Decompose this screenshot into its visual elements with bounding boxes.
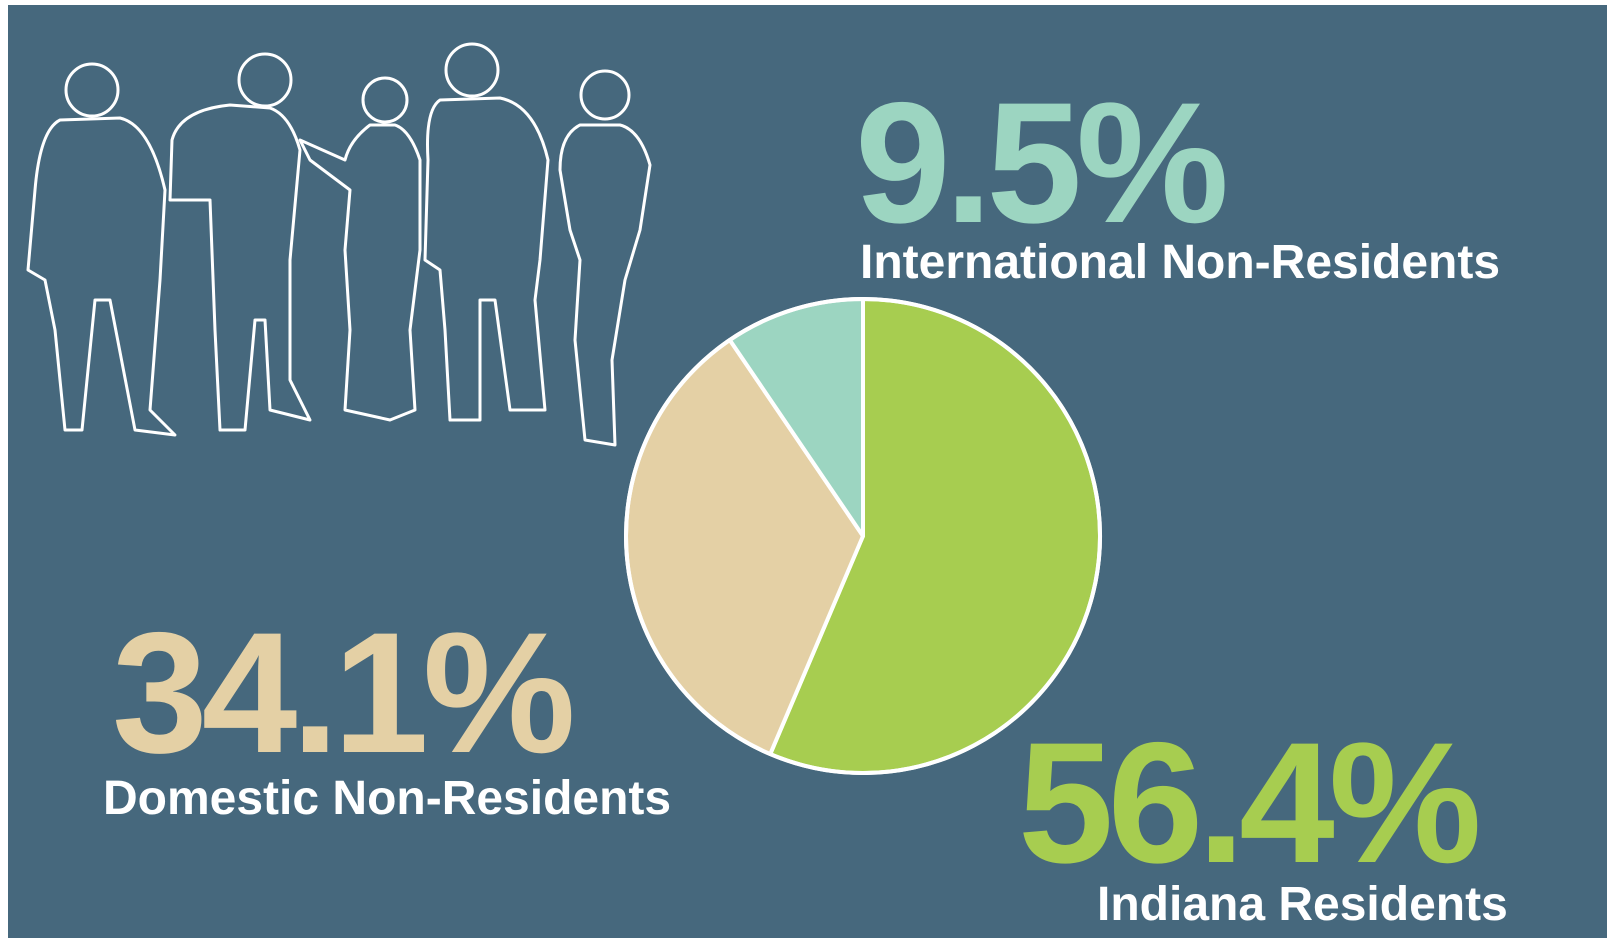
pie (626, 299, 1100, 773)
category-label: Domestic Non-Residents (103, 772, 671, 825)
category-label: International Non-Residents (860, 236, 1500, 289)
value-label: 9.5% (855, 67, 1225, 259)
category-label: Indiana Residents (1097, 878, 1508, 931)
infographic: 56.4%Indiana Residents 34.1%Domestic Non-… (0, 0, 1615, 943)
value-label: 56.4% (1018, 707, 1478, 899)
value-label: 34.1% (112, 597, 572, 789)
